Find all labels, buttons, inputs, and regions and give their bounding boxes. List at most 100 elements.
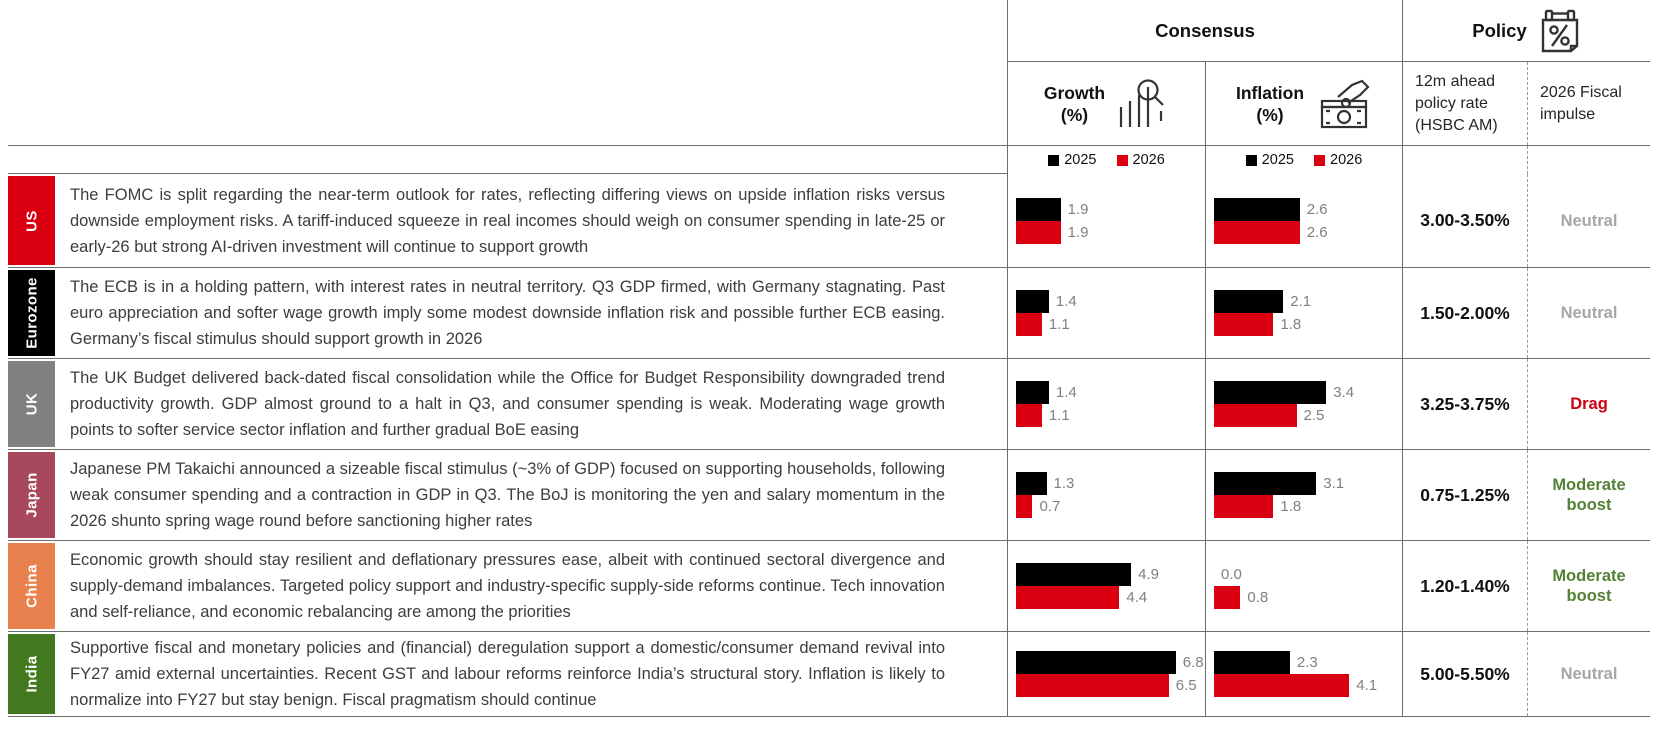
inflation-chart-cell: 2.6 2.6 (1205, 174, 1402, 267)
economic-outlook-table: Consensus Policy Growth (8, 0, 1650, 717)
inflation-minibar: 0.0 0.8 (1214, 563, 1268, 609)
inflation-minibar: 3.4 2.5 (1214, 381, 1354, 427)
bar-value: 0.8 (1247, 589, 1269, 606)
region-label-eurozone: Eurozone (8, 270, 55, 356)
inflation-title: Inflation (1235, 82, 1305, 103)
inflation-bar-2026 (1214, 674, 1350, 697)
policy-rate-value: 1.20-1.40% (1402, 541, 1527, 631)
inflation-bar-2026 (1214, 495, 1274, 518)
region-label-japan: Japan (8, 452, 55, 538)
bar-value: 6.5 (1175, 677, 1197, 694)
legend-item-2026: 2026 (1314, 152, 1362, 168)
growth-minibar: 1.4 1.1 (1016, 381, 1077, 427)
fiscal-impulse-value: Moderate boost (1527, 541, 1650, 631)
header-spacer (8, 62, 1007, 145)
inflation-bar-2026 (1214, 313, 1274, 336)
header-column-row: Growth (%) Inflation (%) (8, 62, 1650, 146)
inflation-minibar: 2.1 1.8 (1214, 290, 1311, 336)
table-row-eurozone: Eurozone The ECB is in a holding pattern… (8, 267, 1650, 358)
growth-chart-cell: 1.3 0.7 (1007, 450, 1205, 540)
bar-value: 1.4 (1055, 293, 1077, 310)
inflation-column-header: Inflation (%) (1205, 62, 1402, 145)
policy-rate-value: 3.25-3.75% (1402, 359, 1527, 449)
policy-rate-value: 0.75-1.25% (1402, 450, 1527, 540)
region-commentary: Japanese PM Takaichi announced a sizeabl… (70, 460, 945, 530)
growth-bar-2026 (1016, 404, 1042, 427)
growth-minibar: 6.8 6.5 (1016, 651, 1204, 697)
fiscal-impulse-value: Drag (1527, 359, 1650, 449)
bar-value: 1.9 (1067, 200, 1089, 218)
region-commentary: Supportive fiscal and monetary policies … (70, 639, 945, 709)
inflation-minibar: 3.1 1.8 (1214, 472, 1344, 518)
bar-value: 1.8 (1280, 316, 1302, 333)
inflation-bar-2025 (1214, 290, 1284, 313)
growth-chart-cell: 1.4 1.1 (1007, 268, 1205, 358)
header-spacer (8, 0, 1007, 62)
bar-value: 4.9 (1138, 566, 1159, 583)
consensus-title: Consensus (1155, 19, 1255, 41)
consensus-group-header: Consensus (1007, 0, 1402, 62)
region-commentary: Economic growth should stay resilient an… (70, 551, 945, 621)
growth-bar-2025 (1016, 472, 1047, 495)
inflation-unit: (%) (1256, 104, 1284, 125)
region-label-uk: UK (8, 361, 55, 447)
inflation-chart-cell: 2.1 1.8 (1205, 268, 1402, 358)
bar-value: 0.0 (1221, 566, 1242, 583)
table-row-japan: Japan Japanese PM Takaichi announced a s… (8, 449, 1650, 540)
table-row-uk: UK The UK Budget delivered back-dated fi… (8, 358, 1650, 449)
growth-unit: (%) (1060, 104, 1089, 125)
table-row-us: US The FOMC is split regarding the near-… (8, 174, 1650, 267)
legend-swatch-2025 (1048, 154, 1060, 166)
bar-value: 6.8 (1182, 654, 1204, 671)
header-group-row: Consensus Policy (8, 0, 1650, 62)
fiscal-impulse-value: Neutral (1527, 632, 1650, 716)
legend-swatch-2026 (1116, 154, 1128, 166)
growth-minibar: 1.9 1.9 (1016, 197, 1089, 244)
growth-bar-2025 (1016, 651, 1176, 674)
money-hand-icon (1316, 79, 1372, 129)
growth-bar-2026 (1016, 313, 1042, 336)
policy-rate-value: 1.50-2.00% (1402, 268, 1527, 358)
growth-chart-cell: 1.4 1.1 (1007, 359, 1205, 449)
inflation-chart-cell: 2.3 4.1 (1205, 632, 1402, 716)
growth-bar-2026 (1016, 220, 1061, 244)
region-label-china: China (8, 543, 55, 629)
inflation-minibar: 2.3 4.1 (1214, 651, 1377, 697)
growth-chart-cell: 6.8 6.5 (1007, 632, 1205, 716)
inflation-bar-2025 (1214, 472, 1317, 495)
inflation-legend: 2025 2026 (1205, 146, 1402, 174)
growth-column-header: Growth (%) (1007, 62, 1205, 145)
growth-bar-2025 (1016, 290, 1049, 313)
legend-item-2025: 2025 (1245, 152, 1294, 168)
region-label-india: India (8, 634, 55, 714)
fiscal-impulse-value: Moderate boost (1527, 450, 1650, 540)
policy-rate-column-header: 12m ahead policy rate (HSBC AM) (1402, 62, 1527, 145)
policy-group-header: Policy (1402, 0, 1650, 62)
inflation-bar-2025 (1214, 651, 1290, 674)
bar-value: 4.4 (1126, 589, 1148, 606)
bar-value: 2.1 (1290, 293, 1312, 310)
legend-swatch-2025 (1245, 154, 1257, 166)
growth-bar-2026 (1016, 586, 1120, 609)
legend-item-2026: 2026 (1116, 152, 1165, 168)
growth-bar-2026 (1016, 495, 1033, 518)
bar-value: 3.4 (1333, 384, 1355, 401)
growth-bar-2025 (1016, 563, 1132, 586)
policy-rate-value: 3.00-3.50% (1402, 174, 1527, 267)
bar-value: 2.6 (1306, 223, 1328, 241)
bar-value: 1.9 (1067, 223, 1089, 241)
inflation-bar-2026 (1214, 586, 1241, 609)
inflation-minibar: 2.6 2.6 (1214, 197, 1328, 244)
policy-title: Policy (1472, 19, 1527, 41)
table-row-india: India Supportive fiscal and monetary pol… (8, 631, 1650, 717)
inflation-chart-cell: 3.1 1.8 (1205, 450, 1402, 540)
fiscal-impulse-column-header: 2026 Fiscal impulse (1527, 62, 1650, 145)
fiscal-impulse-value: Neutral (1527, 174, 1650, 267)
legend-spacer (8, 146, 1007, 174)
bar-value: 3.1 (1323, 475, 1345, 492)
bar-value: 0.7 (1039, 498, 1061, 515)
bar-value: 1.1 (1048, 407, 1070, 424)
growth-bar-2025 (1016, 197, 1061, 221)
table-row-china: China Economic growth should stay resili… (8, 540, 1650, 631)
bar-value: 1.3 (1053, 475, 1075, 492)
